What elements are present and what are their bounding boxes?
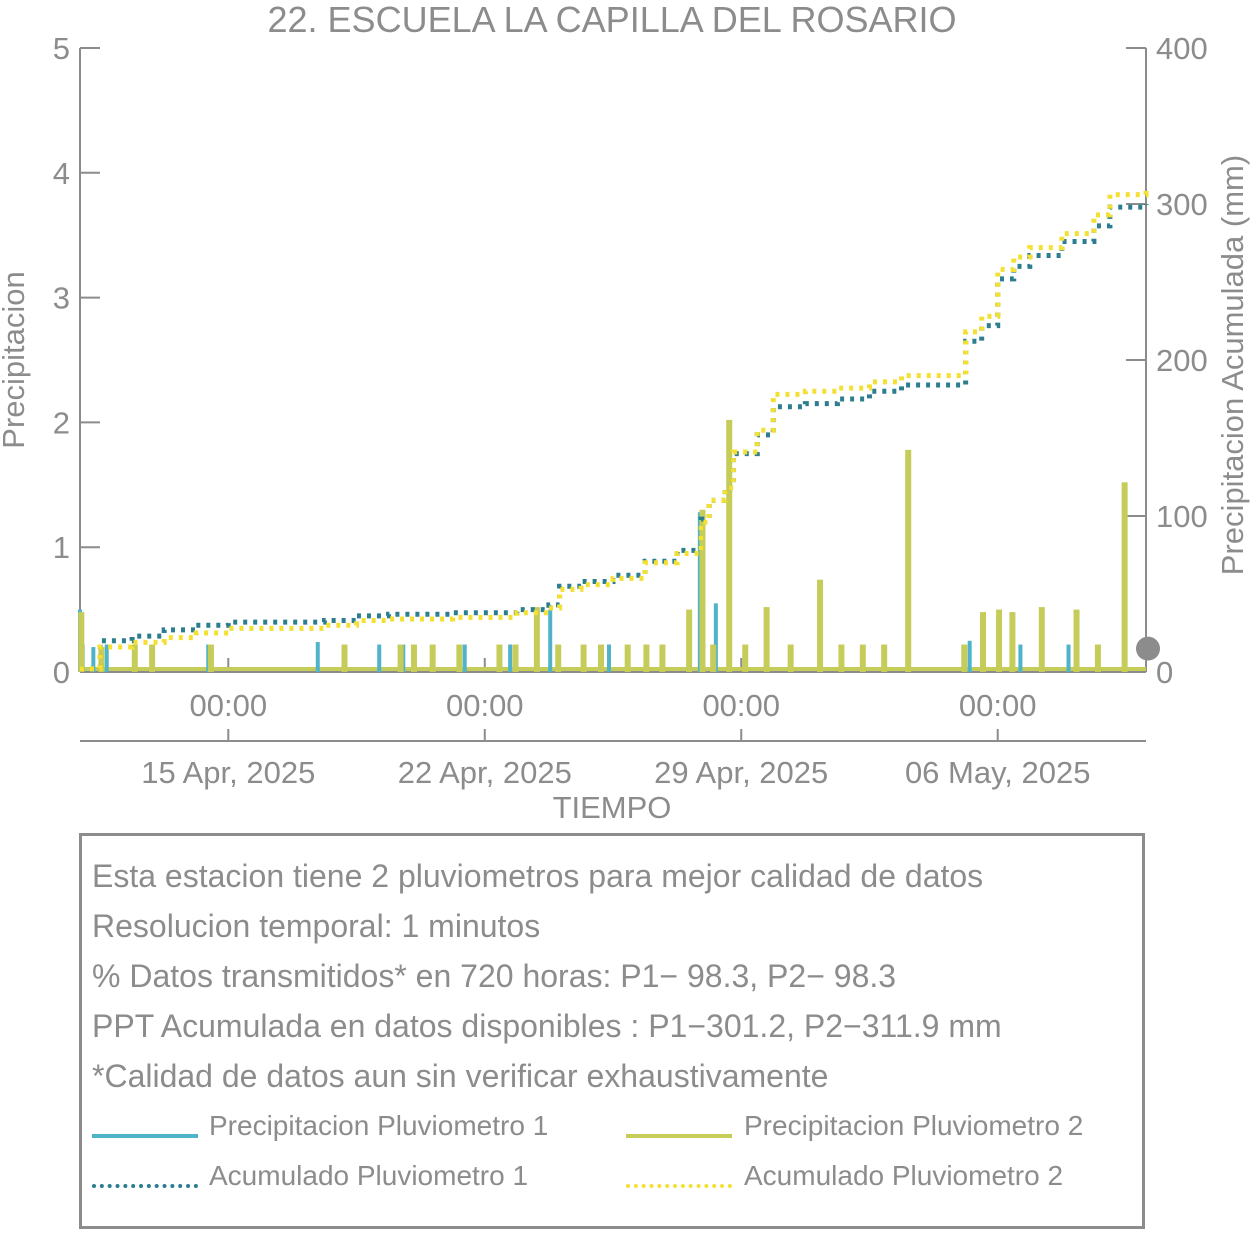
bar-pluvio1 <box>1018 644 1023 672</box>
bar-pluvio1 <box>104 644 109 672</box>
info-line-resolution: Resolucion temporal: 1 minutos <box>92 908 541 944</box>
bar-pluvio2 <box>512 644 519 672</box>
legend-swatch-pluvio1 <box>92 1134 198 1138</box>
bar-pluvio1 <box>91 647 96 672</box>
x-tick-label-date: 22 Apr, 2025 <box>398 755 572 790</box>
line-acumulado1 <box>80 204 1149 672</box>
bar-pluvio1 <box>377 644 382 672</box>
line-acumulado2 <box>80 188 1149 672</box>
y-axis-right-title: Precipitacion Acumulada (mm) <box>1215 155 1250 575</box>
bar-pluvio2 <box>881 644 888 672</box>
bar-pluvio2 <box>429 644 436 672</box>
y-tick-label-right: 100 <box>1156 499 1208 534</box>
x-axis-title: TIEMPO <box>553 790 672 825</box>
chart: 22. ESCUELA LA CAPILLA DEL ROSARIO 0 1 2 3 4… <box>0 0 1250 825</box>
bar-pluvio2 <box>710 644 717 672</box>
bar-pluvio2 <box>456 644 463 672</box>
x-tick-label-time: 00:00 <box>189 688 267 723</box>
y-tick-label-left: 5 <box>53 31 70 66</box>
bar-pluvio1 <box>548 609 553 672</box>
y-tick-label-left: 4 <box>53 156 70 191</box>
x-tick-label-time: 00:00 <box>446 688 524 723</box>
info-box: Esta estacion tiene 2 pluviometros para … <box>79 833 1145 1229</box>
bar-pluvio2 <box>98 647 105 672</box>
bar-pluvio2 <box>643 644 650 672</box>
legend-label-pluvio2: Precipitacion Pluviometro 2 <box>744 1110 1084 1141</box>
x-tick-label-date: 29 Apr, 2025 <box>654 755 828 790</box>
x-tick-label-date: 06 May, 2025 <box>905 755 1091 790</box>
legend-swatch-acum1 <box>92 1184 198 1188</box>
info-line-transmitted: % Datos transmitidos* en 720 horas: P1− … <box>92 958 897 994</box>
y-tick-label-left: 1 <box>53 530 70 565</box>
bar-pluvio2 <box>410 644 417 672</box>
bar-pluvio1 <box>462 644 467 672</box>
bar-pluvio2 <box>78 612 85 672</box>
x-tick-label-time: 00:00 <box>702 688 780 723</box>
y-tick-label-right: 300 <box>1156 187 1208 222</box>
bar-pluvio2 <box>742 644 749 672</box>
legend-label-pluvio1: Precipitacion Pluviometro 1 <box>209 1110 549 1141</box>
info-line-accumulated: PPT Acumulada en datos disponibles : P1−… <box>92 1008 1002 1044</box>
bar-pluvio2 <box>726 419 733 672</box>
y-tick-label-left: 3 <box>53 281 70 316</box>
bar-pluvio1 <box>713 603 718 672</box>
bar-pluvio1 <box>967 640 972 672</box>
bar-pluvio2 <box>699 509 706 672</box>
legend-swatch-acum2 <box>626 1184 732 1188</box>
bar-pluvio2 <box>1094 644 1101 672</box>
bar-pluvio2 <box>1121 482 1128 672</box>
marker-dot <box>1136 636 1160 661</box>
y-tick-label-right: 400 <box>1156 31 1208 66</box>
legend-swatch-pluvio2 <box>626 1134 732 1138</box>
bar-pluvio2 <box>1073 609 1080 672</box>
bar-pluvio2 <box>980 612 987 672</box>
info-line-quality: *Calidad de datos aun sin verificar exha… <box>92 1058 829 1094</box>
bar-pluvio2 <box>149 644 156 672</box>
bar-pluvio2 <box>659 644 666 672</box>
bar-pluvio2 <box>1009 612 1016 672</box>
bar-pluvio2 <box>496 644 503 672</box>
bar-pluvio1 <box>1066 644 1071 672</box>
bar-pluvio2 <box>859 644 866 672</box>
y-axis-left-title: Precipitacion <box>0 271 31 448</box>
bar-pluvio2 <box>341 644 348 672</box>
bar-pluvio2 <box>597 644 604 672</box>
legend-label-acum2: Acumulado Pluviometro 2 <box>744 1160 1064 1191</box>
bar-pluvio2 <box>961 644 968 672</box>
bar-pluvio2 <box>1038 607 1045 672</box>
chart-title: 22. ESCUELA LA CAPILLA DEL ROSARIO <box>268 0 957 40</box>
bar-pluvio1 <box>315 642 320 672</box>
bar-pluvio2 <box>996 609 1003 672</box>
bar-pluvio2 <box>817 579 824 672</box>
bar-pluvio1 <box>606 644 611 672</box>
bar-pluvio2 <box>787 644 794 672</box>
bar-pluvio2 <box>397 644 404 672</box>
bar-pluvio2 <box>838 644 845 672</box>
y-tick-label-right: 200 <box>1156 343 1208 378</box>
bar-pluvio2 <box>580 644 587 672</box>
x-tick-label-time: 00:00 <box>959 688 1037 723</box>
y-tick-label-left: 2 <box>53 405 70 440</box>
legend-label-acum1: Acumulado Pluviometro 1 <box>209 1160 529 1191</box>
bar-pluvio2 <box>555 644 562 672</box>
info-line-stations: Esta estacion tiene 2 pluviometros para … <box>92 858 984 894</box>
bar-pluvio2 <box>533 607 540 672</box>
bar-pluvio2 <box>905 449 912 672</box>
bar-pluvio2 <box>624 644 631 672</box>
bar-pluvio2 <box>207 644 214 672</box>
y-tick-label-right: 0 <box>1156 655 1173 690</box>
plot-area: 0 1 2 3 4 5 0 100 200 300 400 00:00 15 Apr, 2025 00:0… <box>53 31 1208 790</box>
bar-pluvio2 <box>763 607 770 672</box>
bar-pluvio2 <box>131 644 138 672</box>
y-tick-label-left: 0 <box>53 655 70 690</box>
bar-pluvio1 <box>508 644 513 672</box>
bar-pluvio2 <box>686 609 693 672</box>
x-tick-label-date: 15 Apr, 2025 <box>141 755 315 790</box>
